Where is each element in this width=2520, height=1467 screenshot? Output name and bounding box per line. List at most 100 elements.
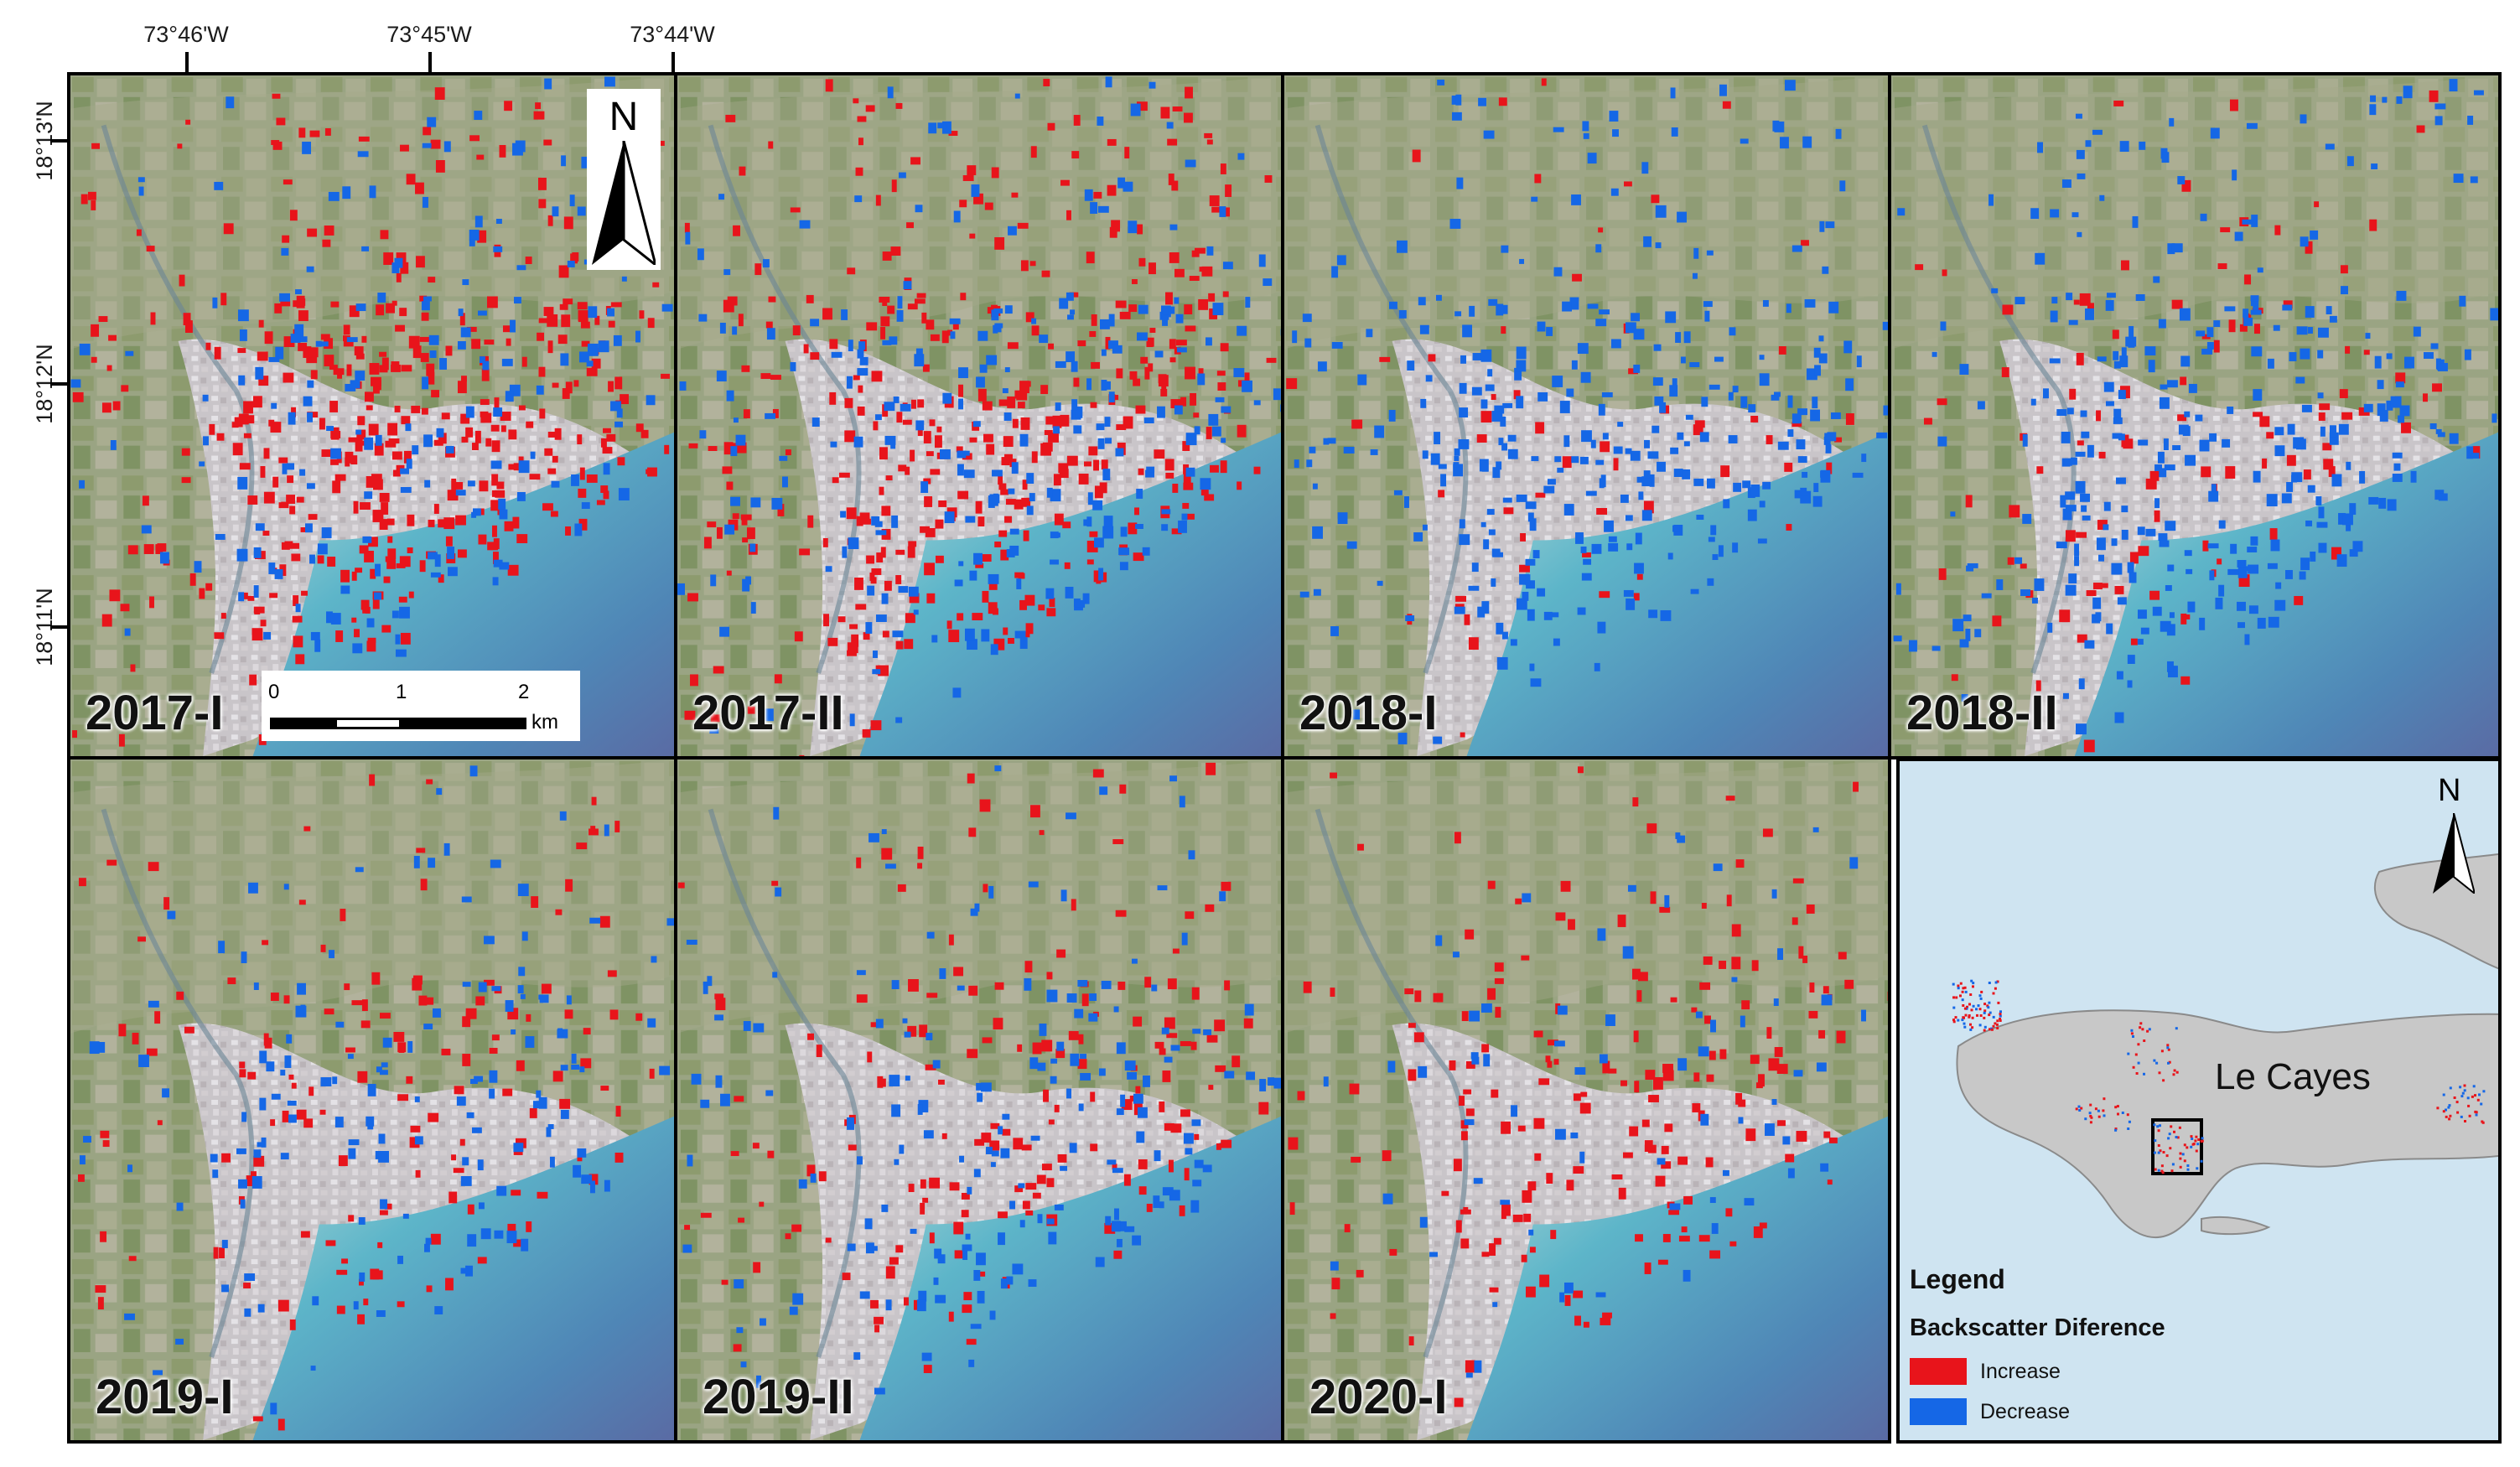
increase-pixel [1954, 1016, 1957, 1019]
decrease-pixel [1136, 1131, 1145, 1143]
increase-pixel [579, 467, 585, 480]
decrease-pixel [1972, 1004, 1975, 1008]
decrease-pixel [604, 1179, 610, 1192]
increase-pixel [1003, 436, 1014, 448]
increase-pixel [1983, 1029, 1986, 1032]
decrease-pixel [1280, 404, 1281, 412]
decrease-pixel [970, 908, 978, 916]
decrease-pixel [1828, 301, 1839, 314]
increase-pixel [2020, 563, 2027, 569]
increase-pixel [513, 1239, 522, 1247]
increase-pixel [1180, 397, 1187, 407]
decrease-pixel [1704, 310, 1710, 322]
decrease-pixel [1937, 436, 1947, 447]
increase-pixel [855, 604, 867, 610]
increase-pixel [1994, 987, 1997, 990]
change-detections [1288, 766, 1888, 1407]
decrease-pixel [466, 1112, 474, 1118]
increase-pixel [1517, 1125, 1526, 1132]
increase-pixel [2194, 1139, 2197, 1143]
increase-pixel [2166, 1044, 2170, 1047]
decrease-pixel [2166, 661, 2174, 672]
decrease-pixel [137, 177, 145, 183]
increase-pixel [948, 630, 960, 643]
decrease-pixel [2467, 116, 2474, 125]
increase-pixel [1168, 1159, 1174, 1173]
decrease-pixel [587, 343, 599, 356]
decrease-pixel [1599, 309, 1610, 315]
increase-pixel [1562, 456, 1572, 469]
decrease-pixel [1780, 137, 1789, 149]
decrease-pixel [1649, 474, 1655, 487]
increase-pixel [1215, 1065, 1226, 1072]
decrease-pixel [2157, 1169, 2160, 1172]
increase-pixel [2195, 1135, 2198, 1138]
increase-pixel [707, 521, 717, 528]
increase-pixel [209, 423, 215, 435]
increase-pixel [907, 546, 915, 558]
increase-pixel [768, 296, 776, 303]
decrease-pixel [1952, 982, 1955, 986]
increase-pixel [406, 174, 416, 185]
increase-pixel [1024, 632, 1030, 638]
increase-pixel [1608, 1068, 1617, 1074]
increase-pixel [1776, 1064, 1788, 1075]
increase-pixel [351, 617, 357, 623]
decrease-pixel [1574, 1067, 1586, 1075]
decrease-pixel [1587, 303, 1599, 309]
increase-pixel [1634, 1081, 1640, 1093]
decrease-pixel [1487, 369, 1493, 377]
increase-pixel [295, 654, 305, 665]
decrease-pixel [1188, 850, 1195, 860]
decrease-pixel [259, 1097, 267, 1111]
decrease-pixel [1029, 493, 1035, 501]
increase-pixel [157, 1120, 163, 1126]
decrease-pixel [2157, 1151, 2160, 1154]
decrease-pixel [194, 561, 202, 573]
increase-pixel [848, 1144, 857, 1151]
decrease-pixel [1133, 1093, 1143, 1104]
increase-pixel [529, 1108, 537, 1118]
decrease-pixel [2167, 1061, 2170, 1065]
decrease-pixel [2396, 290, 2407, 301]
increase-pixel [1538, 1078, 1550, 1086]
decrease-pixel [923, 1130, 934, 1139]
decrease-pixel [2105, 299, 2114, 311]
increase-pixel [451, 1154, 456, 1161]
decrease-pixel [1491, 411, 1503, 422]
increase-pixel [791, 1224, 802, 1232]
change-detections [1893, 79, 2498, 753]
increase-pixel [1611, 1174, 1623, 1179]
decrease-pixel [1397, 240, 1408, 253]
decrease-pixel [1037, 1214, 1043, 1224]
map-panel-2019-II: 2019-II [674, 756, 1284, 1444]
increase-pixel [506, 338, 511, 346]
increase-pixel [926, 319, 935, 330]
increase-pixel [1182, 441, 1190, 451]
increase-pixel [1774, 1047, 1783, 1057]
decrease-pixel [1178, 520, 1187, 533]
decrease-pixel [2062, 692, 2069, 699]
increase-pixel [1937, 398, 1947, 406]
decrease-pixel [2080, 493, 2090, 502]
increase-pixel [1745, 1128, 1756, 1142]
increase-pixel [1602, 1060, 1610, 1074]
increase-pixel [1019, 599, 1027, 610]
increase-pixel [1994, 1022, 1997, 1025]
increase-pixel [1495, 1007, 1501, 1018]
increase-pixel [2073, 299, 2080, 305]
increase-pixel [1183, 473, 1191, 485]
decrease-pixel [375, 1150, 381, 1159]
increase-pixel [2341, 412, 2353, 420]
decrease-pixel [1496, 622, 1504, 635]
decrease-pixel [350, 380, 360, 389]
decrease-pixel [1169, 775, 1177, 782]
increase-pixel [426, 363, 435, 376]
increase-pixel [1481, 1252, 1490, 1257]
decrease-pixel [603, 463, 610, 475]
decrease-pixel [1496, 656, 1508, 670]
increase-pixel [635, 1013, 643, 1021]
decrease-pixel [846, 376, 853, 389]
increase-pixel [1501, 1204, 1511, 1216]
decrease-pixel [1048, 1231, 1057, 1245]
